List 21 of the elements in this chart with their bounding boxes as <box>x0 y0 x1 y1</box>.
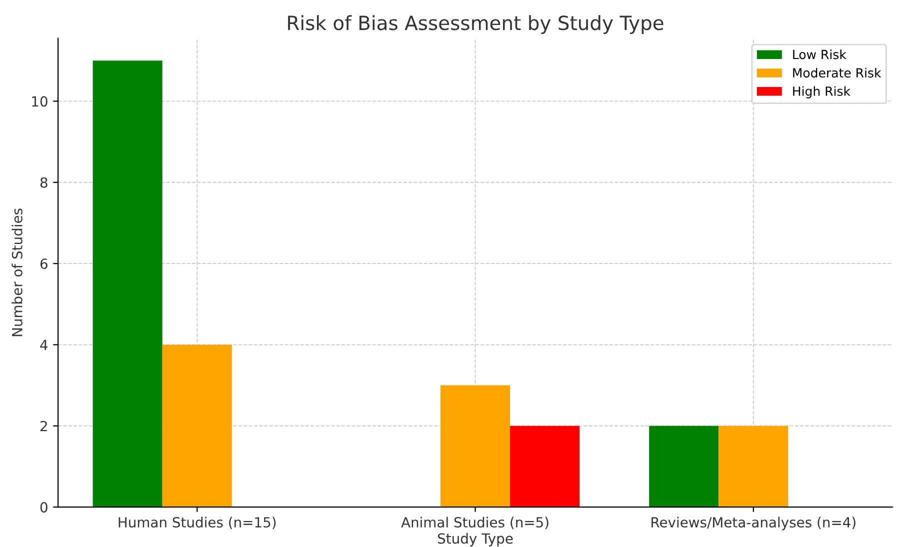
bar <box>510 426 580 508</box>
y-tick-label: 4 <box>40 340 48 350</box>
y-tick-label: 0 <box>40 502 48 513</box>
y-tick-label: 8 <box>40 177 48 188</box>
x-tick-label: Animal Studies (n=5) <box>401 516 548 530</box>
bar <box>162 344 232 508</box>
x-tick-label: Reviews/Meta-analyses (n=4) <box>652 516 856 530</box>
y-tick-label: 2 <box>40 420 47 432</box>
legend-label: Low Risk <box>793 50 846 60</box>
bar <box>649 426 719 508</box>
y-tick-label: 10 <box>32 96 48 107</box>
y-tick-label: 6 <box>40 258 48 270</box>
bar <box>440 385 510 508</box>
legend-label: High Risk <box>793 86 850 98</box>
bar <box>718 426 788 508</box>
bar <box>92 60 162 508</box>
y-axis-title: Number of Studies <box>12 208 22 336</box>
legend-label: Moderate Risk <box>793 68 882 78</box>
x-axis-title: Study Type <box>438 533 513 546</box>
chart-title: Risk of Bias Assessment by Study Type <box>288 15 664 34</box>
x-tick-label: Human Studies (n=15) <box>118 516 276 530</box>
